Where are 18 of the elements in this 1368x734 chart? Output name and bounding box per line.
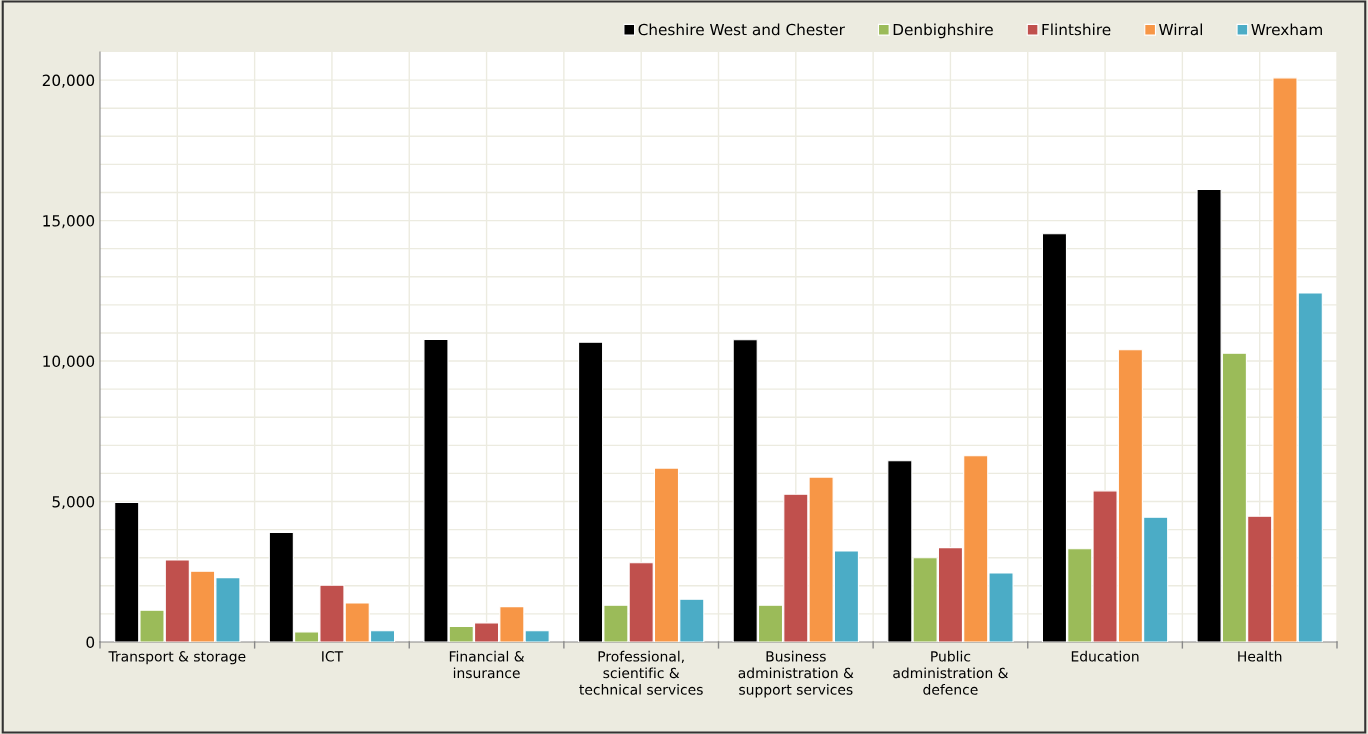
legend-label: Wirral — [1159, 23, 1202, 36]
x-tick-label: Public administration & defence — [893, 650, 1009, 695]
y-tick-label: 15,000 — [43, 215, 95, 229]
y-tick-label: 0 — [86, 636, 95, 649]
x-tick-label: Professional, scientific & technical services — [579, 650, 703, 695]
legend-label: Denbighshire — [893, 23, 993, 39]
x-tick-label: Financial & insurance — [449, 650, 525, 679]
legend-label: Cheshire West and Chester — [638, 23, 845, 36]
x-tick-label: Business administration & support services — [738, 650, 854, 698]
legend-label: Flintshire — [1042, 23, 1111, 36]
x-tick-label: ICT — [322, 651, 344, 662]
y-tick-label: 10,000 — [43, 355, 95, 369]
y-tick-label: 5,000 — [52, 495, 95, 510]
x-tick-label: Transport & storage — [108, 651, 246, 665]
x-tick-label: Education — [1071, 650, 1139, 662]
x-tick-label: Health — [1238, 650, 1282, 662]
legend-label: Wrexham — [1251, 23, 1322, 36]
y-tick-label: 20,000 — [42, 74, 95, 88]
